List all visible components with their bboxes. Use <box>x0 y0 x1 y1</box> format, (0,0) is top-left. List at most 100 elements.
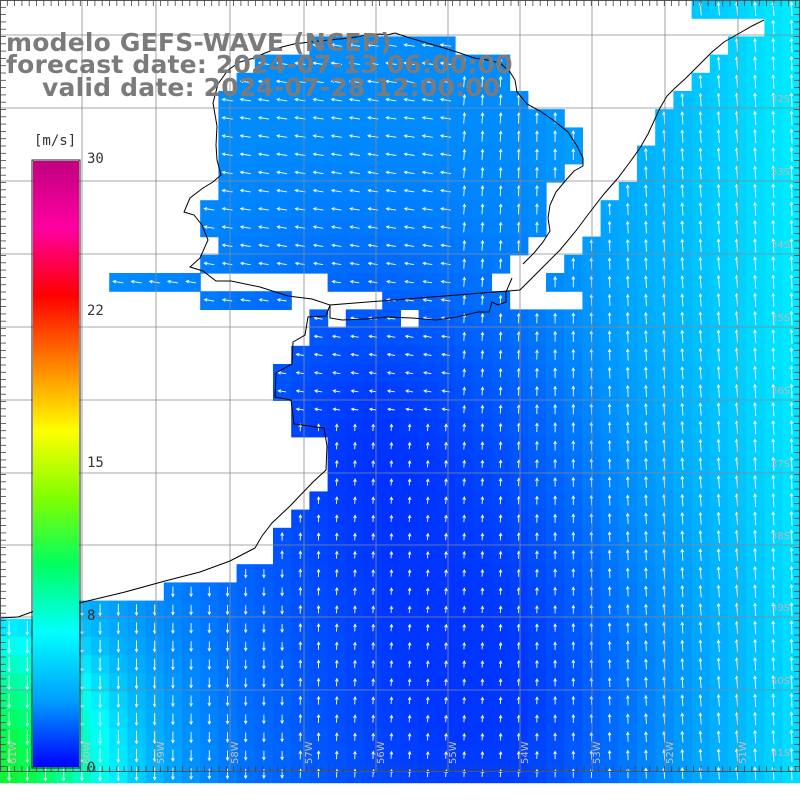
wind-arrow <box>239 97 251 102</box>
wind-arrow <box>385 134 397 138</box>
wind-arrow <box>644 184 648 198</box>
wind-arrow <box>607 458 612 470</box>
wind-arrow <box>753 657 757 671</box>
wind-arrow <box>444 550 448 559</box>
wind-arrow <box>553 477 557 487</box>
wind-arrow <box>716 92 721 107</box>
wind-arrow <box>407 732 412 741</box>
wind-arrow <box>789 1 794 17</box>
wind-arrow <box>203 261 215 266</box>
wind-arrow <box>262 641 266 652</box>
wind-arrow <box>280 641 284 652</box>
wind-arrow <box>771 110 776 126</box>
wind-arrow <box>207 623 212 634</box>
wind-arrow <box>330 188 342 193</box>
wind-arrow <box>295 352 305 357</box>
wind-arrow <box>480 750 485 759</box>
wind-arrow <box>403 152 415 157</box>
wind-arrow <box>389 550 394 559</box>
wind-arrow <box>498 714 503 723</box>
wind-arrow <box>698 639 703 652</box>
wind-arrow <box>571 476 576 487</box>
wind-arrow <box>112 279 124 284</box>
wind-arrow <box>571 495 576 505</box>
wind-arrow <box>535 184 539 197</box>
wind-arrow <box>421 225 433 229</box>
wind-arrow <box>330 152 342 157</box>
wind-arrow <box>789 620 794 635</box>
wind-arrow <box>189 749 193 762</box>
wind-arrow <box>498 349 503 360</box>
wind-arrow <box>716 220 721 234</box>
wind-arrow <box>334 459 339 468</box>
wind-arrow <box>243 714 248 725</box>
wind-arrow <box>771 456 776 471</box>
wind-arrow <box>294 207 306 211</box>
wind-arrow <box>316 514 321 523</box>
wind-arrow <box>498 130 503 142</box>
wind-arrow <box>134 658 139 672</box>
wind-arrow <box>625 238 630 252</box>
wind-arrow <box>680 275 685 289</box>
wind-arrow <box>553 641 557 650</box>
wind-arrow <box>644 621 648 633</box>
lat-label-33s: 33S <box>771 167 791 178</box>
wind-arrow <box>221 207 233 211</box>
wind-arrow <box>589 750 594 760</box>
wind-arrow <box>625 585 630 597</box>
wind-arrow <box>441 371 450 375</box>
wind-arrow <box>257 97 270 102</box>
wind-arrow <box>25 639 30 655</box>
wind-arrow <box>644 384 648 398</box>
wind-arrow <box>385 61 397 66</box>
lon-label-56w: 56W <box>376 741 387 764</box>
wind-arrow <box>644 530 648 543</box>
wind-arrow <box>716 675 721 689</box>
wind-arrow <box>171 677 175 689</box>
wind-arrow <box>444 423 448 432</box>
wind-arrow <box>553 623 557 632</box>
wind-arrow <box>116 766 121 782</box>
wind-arrow <box>98 711 102 727</box>
wind-arrow <box>262 587 266 597</box>
wind-arrow <box>589 513 594 524</box>
wind-arrow <box>444 514 448 523</box>
wind-arrow <box>316 713 321 723</box>
wind-arrow <box>298 731 303 742</box>
wind-arrow <box>403 79 415 84</box>
wind-arrow <box>625 603 630 615</box>
wind-arrow <box>771 729 776 744</box>
wind-arrow <box>207 713 212 725</box>
wind-arrow <box>171 640 175 653</box>
wind-arrow <box>7 675 11 691</box>
wind-arrow <box>385 225 397 229</box>
wind-arrow <box>462 732 467 741</box>
wind-arrow <box>589 257 594 270</box>
wind-arrow <box>350 371 359 375</box>
wind-arrow <box>294 225 306 229</box>
wind-arrow <box>462 203 467 215</box>
wind-arrow <box>753 329 757 344</box>
wind-arrow <box>444 605 448 613</box>
colorbar-tick-8: 8 <box>87 608 96 624</box>
wind-arrow <box>480 477 485 486</box>
wind-arrow <box>753 292 757 307</box>
wind-arrow <box>462 678 467 686</box>
wind-arrow <box>371 714 376 723</box>
wind-arrow <box>571 348 576 360</box>
wind-arrow <box>480 496 485 505</box>
wind-arrow <box>368 407 377 412</box>
wind-arrow <box>680 129 685 143</box>
wind-arrow <box>571 513 576 524</box>
wind-arrow <box>462 239 467 251</box>
wind-arrow <box>498 550 503 559</box>
wind-arrow <box>462 587 467 595</box>
wind-arrow <box>680 493 685 507</box>
wind-arrow <box>425 732 430 741</box>
wind-arrow <box>498 203 503 215</box>
wind-arrow <box>625 622 630 633</box>
wind-arrow <box>350 407 359 412</box>
wind-arrow <box>498 294 503 306</box>
wind-arrow <box>571 330 576 342</box>
wind-arrow <box>716 74 721 89</box>
